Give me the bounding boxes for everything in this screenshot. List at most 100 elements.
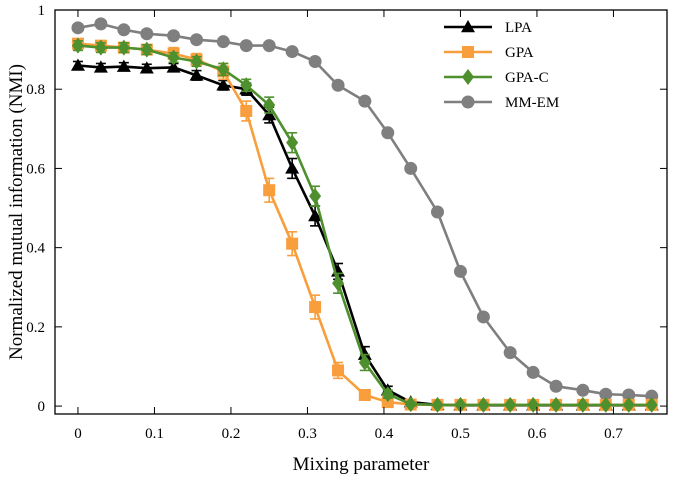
tick-labels-layer: 0 0.1 0.2 0.3 0.4 0.5 0.6 0.7 0 0.2 0.4 0.6 0.8 1 [26, 3, 623, 442]
mm-em-point [453, 264, 467, 278]
y-axis-title: Normalized mutual information (NMI) [6, 64, 27, 360]
mm-em-point [239, 39, 253, 53]
legend-entry-lpa: LPA [444, 20, 532, 36]
mm-em-point [167, 29, 181, 43]
gpa-c-point [140, 41, 153, 58]
gpa-c-point [599, 396, 612, 413]
x-tick-label: 0.4 [375, 426, 394, 442]
y-tick-label: 0.6 [26, 161, 45, 177]
lpa-point [308, 208, 323, 222]
mm-em-point [503, 346, 517, 360]
gpa-c-point [477, 396, 490, 413]
mm-em-point [622, 388, 636, 402]
gpa-point [332, 364, 345, 377]
mm-em-series [71, 17, 659, 403]
mm-em-point [381, 126, 395, 140]
lpa-point [139, 61, 154, 74]
gpa-c-point [381, 386, 394, 403]
gpa-c-point [431, 396, 444, 413]
lpa-point [262, 107, 277, 121]
series-layer [70, 17, 659, 413]
gpa-c-point [576, 396, 589, 413]
mm-em-point [476, 310, 490, 324]
mm-em-point [576, 383, 590, 397]
gpa-point [240, 105, 253, 117]
lpa-point [189, 68, 204, 81]
gpa-c-point [454, 396, 467, 413]
legend-marker-lpa [461, 20, 475, 33]
lpa-point [70, 58, 85, 71]
mm-em-point [190, 33, 204, 47]
lpa-point [285, 161, 300, 174]
gpa-c-point [527, 396, 540, 413]
y-tick-label: 0.2 [26, 320, 45, 336]
x-tick-label: 0 [74, 426, 82, 442]
legend-entry-mm-em: MM-EM [444, 95, 559, 111]
legend-entry-gpa-c: GPA-C [444, 69, 549, 86]
lpa-point [166, 60, 181, 73]
legend-marker-gpa [462, 46, 474, 58]
mm-em-point [140, 27, 154, 41]
gpa-c-point [117, 39, 130, 56]
gpa-c-point [190, 53, 203, 70]
gpa-point [358, 388, 371, 401]
x-tick-label: 0.1 [145, 426, 164, 442]
plot-frame [54, 9, 668, 415]
mm-em-point [117, 23, 131, 37]
lpa-point [357, 347, 372, 360]
mm-em-point [358, 94, 372, 108]
x-tick-label: 0.2 [222, 426, 241, 442]
gpa-c-point [240, 77, 253, 94]
mm-em-point [262, 39, 276, 53]
x-tick-label: 0.7 [604, 426, 623, 442]
mm-em-point [599, 387, 613, 401]
legend-label-gpa-c: GPA-C [505, 70, 549, 86]
legend-entry-gpa: GPA [444, 45, 534, 61]
x-axis-title: Mixing parameter [293, 454, 430, 475]
x-tick-label: 0.6 [528, 426, 547, 442]
mm-em-point [431, 205, 444, 219]
legend-label-gpa: GPA [505, 45, 534, 61]
gpa-c-point [94, 39, 107, 56]
ticks-layer [55, 9, 667, 414]
legend-marker-gpa-c [462, 69, 474, 85]
gpa-c-point [504, 396, 517, 413]
lpa-point [93, 60, 108, 73]
gpa-point [263, 184, 276, 197]
y-tick-label: 0.4 [26, 241, 45, 257]
mm-em-point [285, 45, 299, 59]
y-tick-label: 0 [38, 399, 46, 415]
gpa-c-point [622, 396, 635, 413]
legend-label-lpa: LPA [505, 20, 532, 36]
mm-em-point [216, 35, 230, 49]
x-tick-label: 0.3 [298, 426, 317, 442]
gpa-c-point [286, 134, 299, 151]
gpa-c-point [263, 97, 276, 114]
gpa-point [286, 237, 299, 250]
gpa-c-point [645, 396, 658, 413]
mm-em-point [404, 161, 418, 175]
mm-em-point [94, 17, 108, 31]
lpa-point [216, 78, 231, 91]
mm-em-point [71, 21, 85, 35]
y-tick-label: 1 [38, 3, 46, 19]
gpa-c-point [404, 396, 417, 413]
legend-marker-mm-em [461, 95, 475, 109]
gpa-c-point [217, 61, 230, 78]
mm-em-point [526, 365, 540, 379]
mm-em-point [331, 78, 345, 92]
gpa-point [309, 301, 322, 314]
gpa-c-series [71, 37, 658, 413]
gpa-c-point [167, 49, 180, 66]
mm-em-point [549, 379, 563, 393]
gpa-c-point [332, 275, 345, 292]
mm-em-point [308, 54, 322, 68]
lpa-point [116, 59, 131, 72]
gpa-c-point [309, 188, 322, 205]
gpa-c-point [71, 37, 84, 54]
x-tick-label: 0.5 [451, 426, 470, 442]
gpa-c-point [358, 354, 371, 371]
legend-label-mm-em: MM-EM [505, 95, 559, 111]
gpa-c-point [550, 396, 563, 413]
